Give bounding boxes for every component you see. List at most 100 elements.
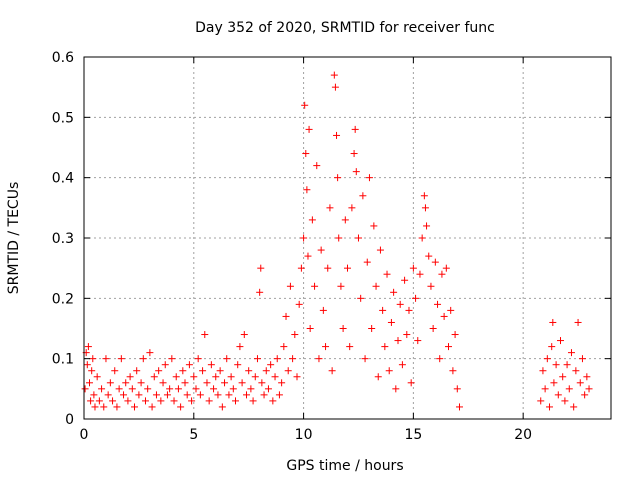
data-point — [258, 379, 266, 387]
data-point — [427, 282, 435, 290]
y-tick-label: 0.6 — [52, 50, 74, 66]
data-point — [407, 379, 415, 387]
data-point — [306, 325, 314, 332]
data-point — [232, 397, 240, 405]
data-point — [278, 379, 286, 387]
y-tick-label: 0.3 — [52, 231, 74, 247]
data-point — [223, 355, 231, 363]
data-point — [192, 385, 200, 393]
data-point — [275, 391, 283, 399]
y-tick-label: 0.2 — [52, 291, 74, 307]
data-point — [242, 391, 250, 399]
data-point — [201, 331, 209, 339]
data-point — [396, 300, 404, 308]
data-point — [334, 174, 342, 182]
data-point — [570, 403, 578, 411]
data-point — [348, 204, 356, 212]
data-point — [289, 355, 297, 363]
data-point — [98, 385, 106, 393]
data-point — [304, 252, 312, 260]
data-point — [113, 403, 121, 411]
tick-labels: 0 5 10 15 20 0 0.1 0.2 0.3 0.4 0.5 0.6 — [52, 50, 532, 443]
data-point — [449, 367, 457, 375]
data-point — [104, 391, 112, 399]
data-point — [177, 403, 185, 411]
data-point — [115, 385, 123, 393]
data-point — [559, 373, 567, 381]
data-point — [583, 373, 591, 381]
data-point — [282, 312, 290, 320]
data-point — [196, 391, 204, 399]
data-point — [170, 397, 178, 405]
data-point — [414, 337, 422, 345]
data-point — [269, 397, 277, 405]
data-point — [541, 385, 549, 393]
data-point — [291, 331, 299, 339]
data-point — [442, 264, 450, 272]
y-axis-label: SRMTID / TECUs — [6, 182, 22, 295]
data-point — [548, 343, 556, 351]
data-point — [418, 234, 426, 242]
data-point — [260, 391, 268, 399]
data-point — [357, 294, 365, 302]
chart-title: Day 352 of 2020, SRMTID for receiver fun… — [195, 20, 495, 36]
data-point — [374, 373, 382, 381]
data-point — [572, 367, 580, 375]
y-tick-label: 0.1 — [52, 352, 74, 368]
data-point — [351, 125, 359, 133]
data-point — [365, 174, 373, 182]
data-point — [359, 192, 367, 200]
y-tick-label: 0.5 — [52, 110, 74, 126]
data-point — [251, 373, 259, 381]
data-point — [93, 373, 101, 381]
data-point — [102, 355, 110, 363]
data-point — [238, 379, 246, 387]
data-point — [581, 391, 589, 399]
data-point — [159, 379, 167, 387]
data-point — [264, 385, 272, 393]
data-point — [385, 367, 393, 375]
data-point — [330, 71, 338, 79]
data-point — [297, 264, 305, 272]
data-point — [409, 264, 417, 272]
data-point — [341, 216, 349, 224]
data-point — [539, 367, 547, 375]
x-tick-label: 15 — [404, 427, 422, 443]
data-point — [135, 391, 143, 399]
data-point — [240, 331, 248, 339]
data-point — [420, 192, 428, 200]
data-point — [95, 397, 103, 405]
data-point — [578, 355, 586, 363]
data-point — [205, 397, 213, 405]
data-point — [394, 337, 402, 345]
data-point — [440, 312, 448, 320]
data-point — [445, 343, 453, 351]
data-point — [122, 379, 130, 387]
data-point — [376, 246, 384, 254]
data-point — [352, 168, 360, 176]
data-point — [81, 385, 89, 393]
data-point — [354, 234, 362, 242]
data-point — [174, 385, 182, 393]
data-point — [168, 355, 176, 363]
data-point — [381, 343, 389, 351]
data-point — [315, 355, 323, 363]
data-point — [137, 379, 145, 387]
data-point — [543, 355, 551, 363]
data-point — [370, 222, 378, 230]
data-point — [267, 361, 275, 369]
data-point — [361, 355, 369, 363]
data-point — [301, 101, 309, 109]
data-point — [148, 403, 156, 411]
data-point — [190, 373, 198, 381]
data-point — [109, 397, 117, 405]
data-point — [111, 367, 119, 375]
data-point — [337, 282, 345, 290]
data-point — [126, 373, 134, 381]
data-point — [117, 355, 125, 363]
data-point — [106, 379, 114, 387]
data-point — [403, 331, 411, 339]
data-point — [249, 397, 257, 405]
data-point — [87, 397, 95, 405]
